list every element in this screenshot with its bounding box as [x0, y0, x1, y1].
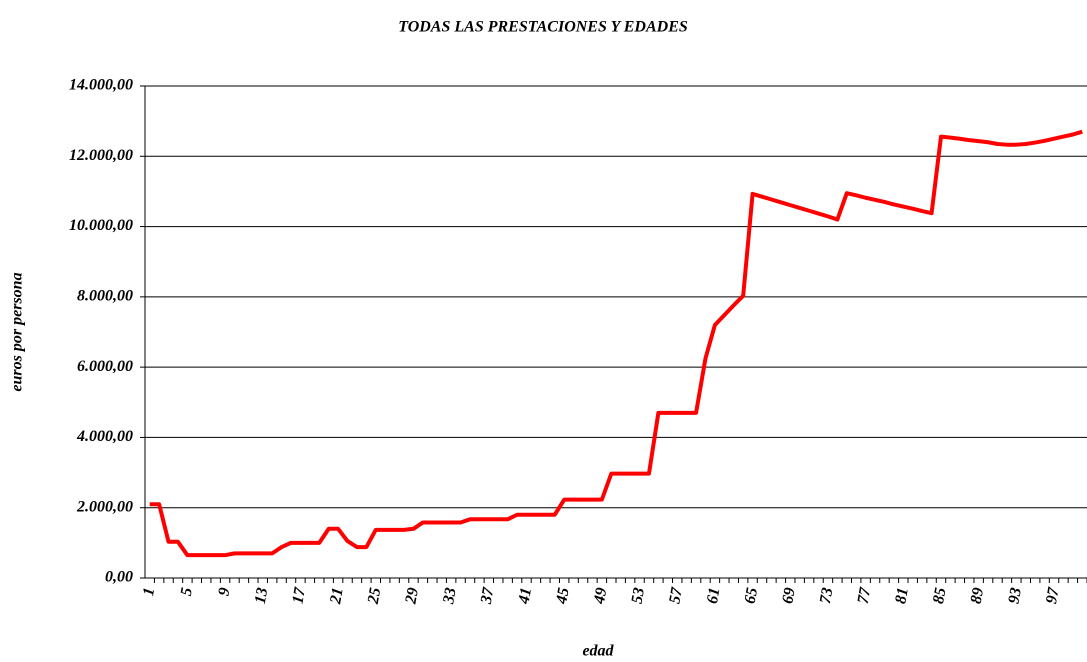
x-tick-label: 61 — [704, 586, 724, 605]
chart-title: TODAS LAS PRESTACIONES Y EDADES — [398, 19, 688, 36]
x-tick-label: 9 — [215, 586, 233, 597]
x-tick-label: 49 — [591, 586, 611, 606]
x-tick-label: 69 — [779, 586, 799, 605]
y-tick-label: 2.000,00 — [76, 498, 133, 515]
data-line — [149, 129, 1083, 558]
y-tick-label: 10.000,00 — [69, 217, 133, 234]
x-tick-label: 33 — [440, 586, 460, 606]
x-tick-label: 73 — [817, 586, 837, 605]
x-tick-label: 37 — [478, 585, 498, 606]
y-tick-label: 6.000,00 — [77, 358, 133, 375]
y-tick-label: 0,00 — [105, 569, 133, 586]
y-tick-label: 8.000,00 — [77, 288, 133, 305]
x-tick-label: 1 — [140, 586, 158, 597]
x-tick-label: 29 — [402, 586, 422, 606]
y-tick-label: 14.000,00 — [69, 77, 133, 94]
x-tick-label: 17 — [289, 585, 309, 605]
x-tick-label: 5 — [178, 586, 196, 597]
x-tick-label: 13 — [252, 586, 272, 605]
x-tick-label: 93 — [1005, 586, 1025, 605]
x-tick-label: 25 — [365, 586, 385, 606]
y-axis-label: euros por persona — [9, 272, 26, 391]
x-axis-label: edad — [582, 643, 614, 660]
x-tick-label: 65 — [742, 586, 762, 605]
x-tick-label: 57 — [666, 585, 686, 605]
y-tick-label: 12.000,00 — [69, 147, 133, 164]
x-tick-label: 53 — [629, 586, 649, 605]
x-tick-label: 77 — [855, 585, 875, 605]
x-tick-label: 41 — [515, 586, 535, 606]
y-tick-label: 4.000,00 — [76, 428, 133, 445]
x-tick-label: 81 — [892, 586, 912, 605]
x-tick-label: 45 — [553, 586, 573, 606]
x-tick-label: 21 — [327, 586, 347, 606]
x-tick-label: 97 — [1043, 585, 1063, 605]
x-tick-label: 85 — [930, 586, 950, 605]
x-tick-label: 89 — [968, 586, 988, 605]
